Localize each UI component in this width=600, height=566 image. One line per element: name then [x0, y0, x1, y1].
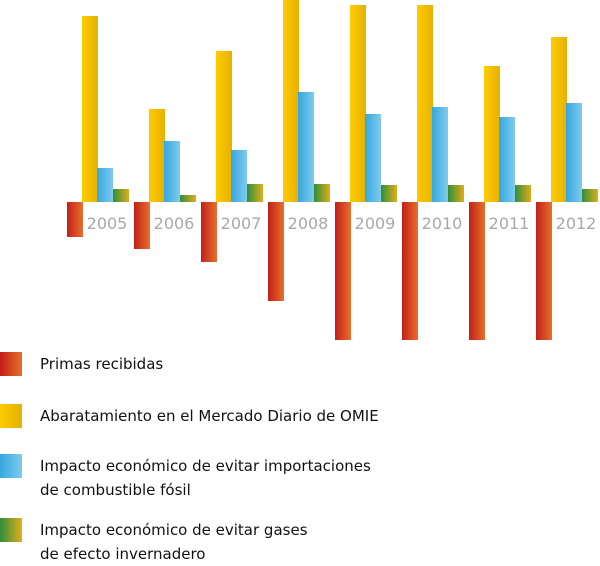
x-tick-label-2007: 2007: [221, 214, 262, 233]
bar-abaratamiento-2009: [350, 5, 366, 202]
bar-gases-2011: [515, 185, 531, 202]
bar-primas-2007: [201, 202, 217, 262]
legend-label-importaciones: Impacto económico de evitar importacione…: [40, 454, 371, 502]
legend-label-abaratamiento: Abaratamiento en el Mercado Diario de OM…: [40, 404, 379, 428]
bar-importaciones-2011: [499, 117, 515, 202]
legend-label-gases: Impacto económico de evitar gases de efe…: [40, 518, 308, 566]
bar-primas-2008: [268, 202, 284, 301]
bar-importaciones-2006: [164, 141, 180, 202]
legend-label-line: de efecto invernadero: [40, 545, 206, 563]
legend-item-importaciones: Impacto económico de evitar importacione…: [0, 454, 371, 502]
legend: Primas recibidas Abaratamiento en el Mer…: [0, 340, 600, 566]
legend-swatch-importaciones: [0, 454, 22, 478]
legend-swatch-primas: [0, 352, 22, 376]
bar-importaciones-2008: [298, 92, 314, 202]
x-tick-label-2006: 2006: [154, 214, 195, 233]
bar-abaratamiento-2010: [417, 5, 433, 202]
legend-swatch-gases: [0, 518, 22, 542]
bar-abaratamiento-2006: [149, 109, 165, 202]
bar-chart: 2005 2006 2007 2008 2009 2010 2011 2012: [67, 0, 598, 340]
bar-primas-2010: [402, 202, 418, 340]
legend-label-line: de combustible fósil: [40, 481, 191, 499]
legend-label-primas: Primas recibidas: [40, 352, 163, 376]
legend-item-gases: Impacto económico de evitar gases de efe…: [0, 518, 308, 566]
bar-gases-2005: [113, 189, 129, 202]
bar-gases-2010: [448, 185, 464, 202]
legend-label-line: Primas recibidas: [40, 355, 164, 373]
bar-primas-2006: [134, 202, 150, 249]
bar-primas-2011: [469, 202, 485, 340]
x-tick-label-2010: 2010: [422, 214, 463, 233]
x-tick-label-2012: 2012: [556, 214, 597, 233]
bar-primas-2005: [67, 202, 83, 237]
legend-label-line: Impacto económico de evitar gases: [40, 521, 308, 539]
x-tick-labels: 2005 2006 2007 2008 2009 2010 2011 2012: [87, 214, 597, 233]
bars-group: [67, 0, 598, 340]
bar-gases-2007: [247, 184, 263, 202]
bar-abaratamiento-2011: [484, 66, 500, 202]
bar-abaratamiento-2007: [216, 51, 232, 202]
legend-item-abaratamiento: Abaratamiento en el Mercado Diario de OM…: [0, 404, 379, 428]
bar-importaciones-2007: [231, 150, 247, 202]
legend-label-line: Impacto económico de evitar importacione…: [40, 457, 371, 475]
x-tick-label-2011: 2011: [489, 214, 530, 233]
bar-importaciones-2012: [566, 103, 582, 202]
x-tick-label-2009: 2009: [355, 214, 396, 233]
bar-importaciones-2009: [365, 114, 381, 202]
bar-gases-2012: [582, 189, 598, 202]
legend-label-line: Abaratamiento en el Mercado Diario de OM…: [40, 407, 379, 425]
bar-importaciones-2010: [432, 107, 448, 202]
bar-abaratamiento-2008: [283, 0, 299, 202]
bar-gases-2009: [381, 185, 397, 202]
x-tick-label-2008: 2008: [288, 214, 329, 233]
legend-item-primas: Primas recibidas: [0, 352, 163, 376]
bar-primas-2012: [536, 202, 552, 340]
bar-importaciones-2005: [97, 168, 113, 202]
bar-primas-2009: [335, 202, 351, 340]
bar-abaratamiento-2005: [82, 16, 98, 202]
legend-swatch-abaratamiento: [0, 404, 22, 428]
x-tick-label-2005: 2005: [87, 214, 128, 233]
bar-abaratamiento-2012: [551, 37, 567, 202]
bar-gases-2006: [180, 195, 196, 202]
bar-gases-2008: [314, 184, 330, 202]
